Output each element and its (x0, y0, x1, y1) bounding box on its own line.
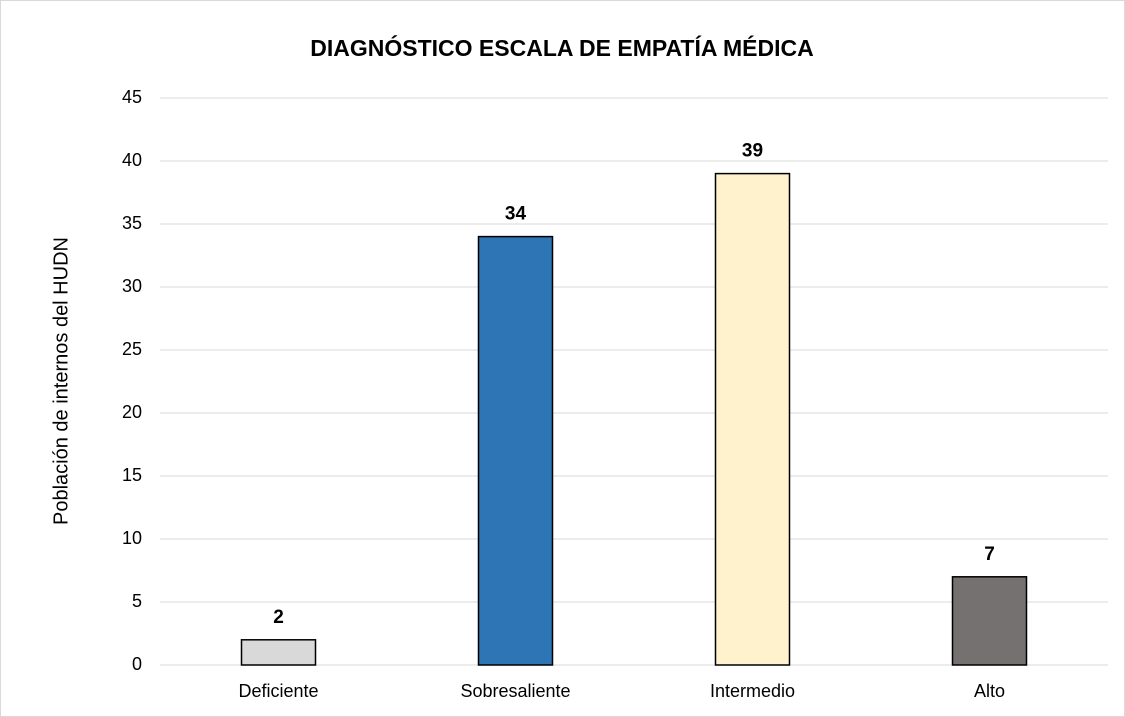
y-tick-label: 40 (122, 150, 142, 170)
bar (714, 172, 791, 666)
value-label: 7 (984, 544, 995, 565)
y-tick-label: 5 (132, 591, 142, 611)
value-label: 39 (742, 141, 763, 162)
y-tick-label: 35 (122, 213, 142, 233)
y-tick-label: 45 (122, 87, 142, 107)
x-tick-label: Alto (974, 681, 1005, 701)
y-tick-label: 25 (122, 339, 142, 359)
bar (477, 235, 554, 666)
y-tick-label: 30 (122, 276, 142, 296)
x-tick-label: Sobresaliente (460, 681, 570, 701)
value-label: 34 (505, 204, 527, 225)
bar (951, 576, 1028, 666)
y-tick-label: 10 (122, 528, 142, 548)
y-tick-label: 20 (122, 402, 142, 422)
y-axis-label: Población de internos del HUDN (50, 237, 72, 525)
y-tick-label: 0 (132, 654, 142, 674)
y-tick-label: 15 (122, 465, 142, 485)
x-tick-label: Deficiente (238, 681, 318, 701)
value-label: 2 (273, 607, 284, 628)
bar (240, 639, 317, 666)
x-tick-label: Intermedio (710, 681, 795, 701)
chart-title: DIAGNÓSTICO ESCALA DE EMPATÍA MÉDICA (310, 34, 813, 61)
